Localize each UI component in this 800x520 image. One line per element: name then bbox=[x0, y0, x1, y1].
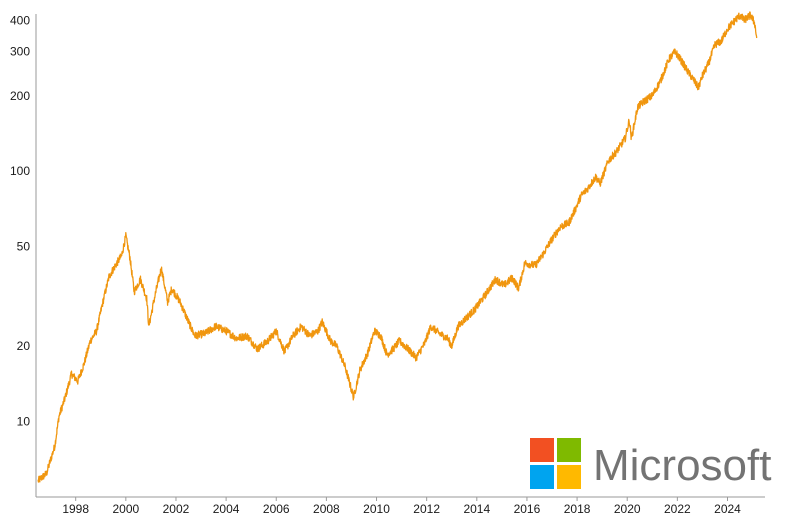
y-tick-label: 400 bbox=[10, 13, 30, 27]
x-tick-label: 2002 bbox=[163, 502, 190, 516]
x-tick-label: 2024 bbox=[714, 502, 741, 516]
logo-square-red bbox=[530, 438, 554, 462]
x-tick-label: 2018 bbox=[564, 502, 591, 516]
x-tick-label: 2022 bbox=[664, 502, 691, 516]
x-tick-label: 2012 bbox=[413, 502, 440, 516]
logo-square-green bbox=[557, 438, 581, 462]
x-tick-label: 2004 bbox=[213, 502, 240, 516]
y-tick-label: 200 bbox=[10, 89, 30, 103]
x-tick-label: 2006 bbox=[263, 502, 290, 516]
y-tick-label: 50 bbox=[17, 240, 31, 254]
series-line bbox=[37, 11, 758, 483]
logo-wordmark: Microsoft bbox=[593, 441, 771, 490]
y-tick-label: 10 bbox=[17, 415, 31, 429]
y-tick-label: 300 bbox=[10, 45, 30, 59]
x-tick-label: 2008 bbox=[313, 502, 340, 516]
x-tick-label: 2010 bbox=[363, 502, 390, 516]
x-axis-ticks: 1998 2000 2002 2004 2006 2008 2010 2012 2014 2016… bbox=[62, 497, 741, 516]
x-tick-label: 2016 bbox=[514, 502, 541, 516]
logo-square-blue bbox=[530, 465, 554, 489]
x-tick-label: 1998 bbox=[62, 502, 89, 516]
y-tick-label: 100 bbox=[10, 164, 30, 178]
logo-square-yellow bbox=[557, 465, 581, 489]
x-tick-label: 2014 bbox=[463, 502, 490, 516]
x-tick-label: 2020 bbox=[614, 502, 641, 516]
y-axis-ticks: 10 20 50 100 200 300 400 bbox=[10, 13, 30, 428]
y-tick-label: 20 bbox=[17, 339, 31, 353]
series-layer bbox=[37, 11, 758, 483]
x-tick-label: 2000 bbox=[112, 502, 139, 516]
microsoft-logo: Microsoft bbox=[530, 438, 771, 490]
